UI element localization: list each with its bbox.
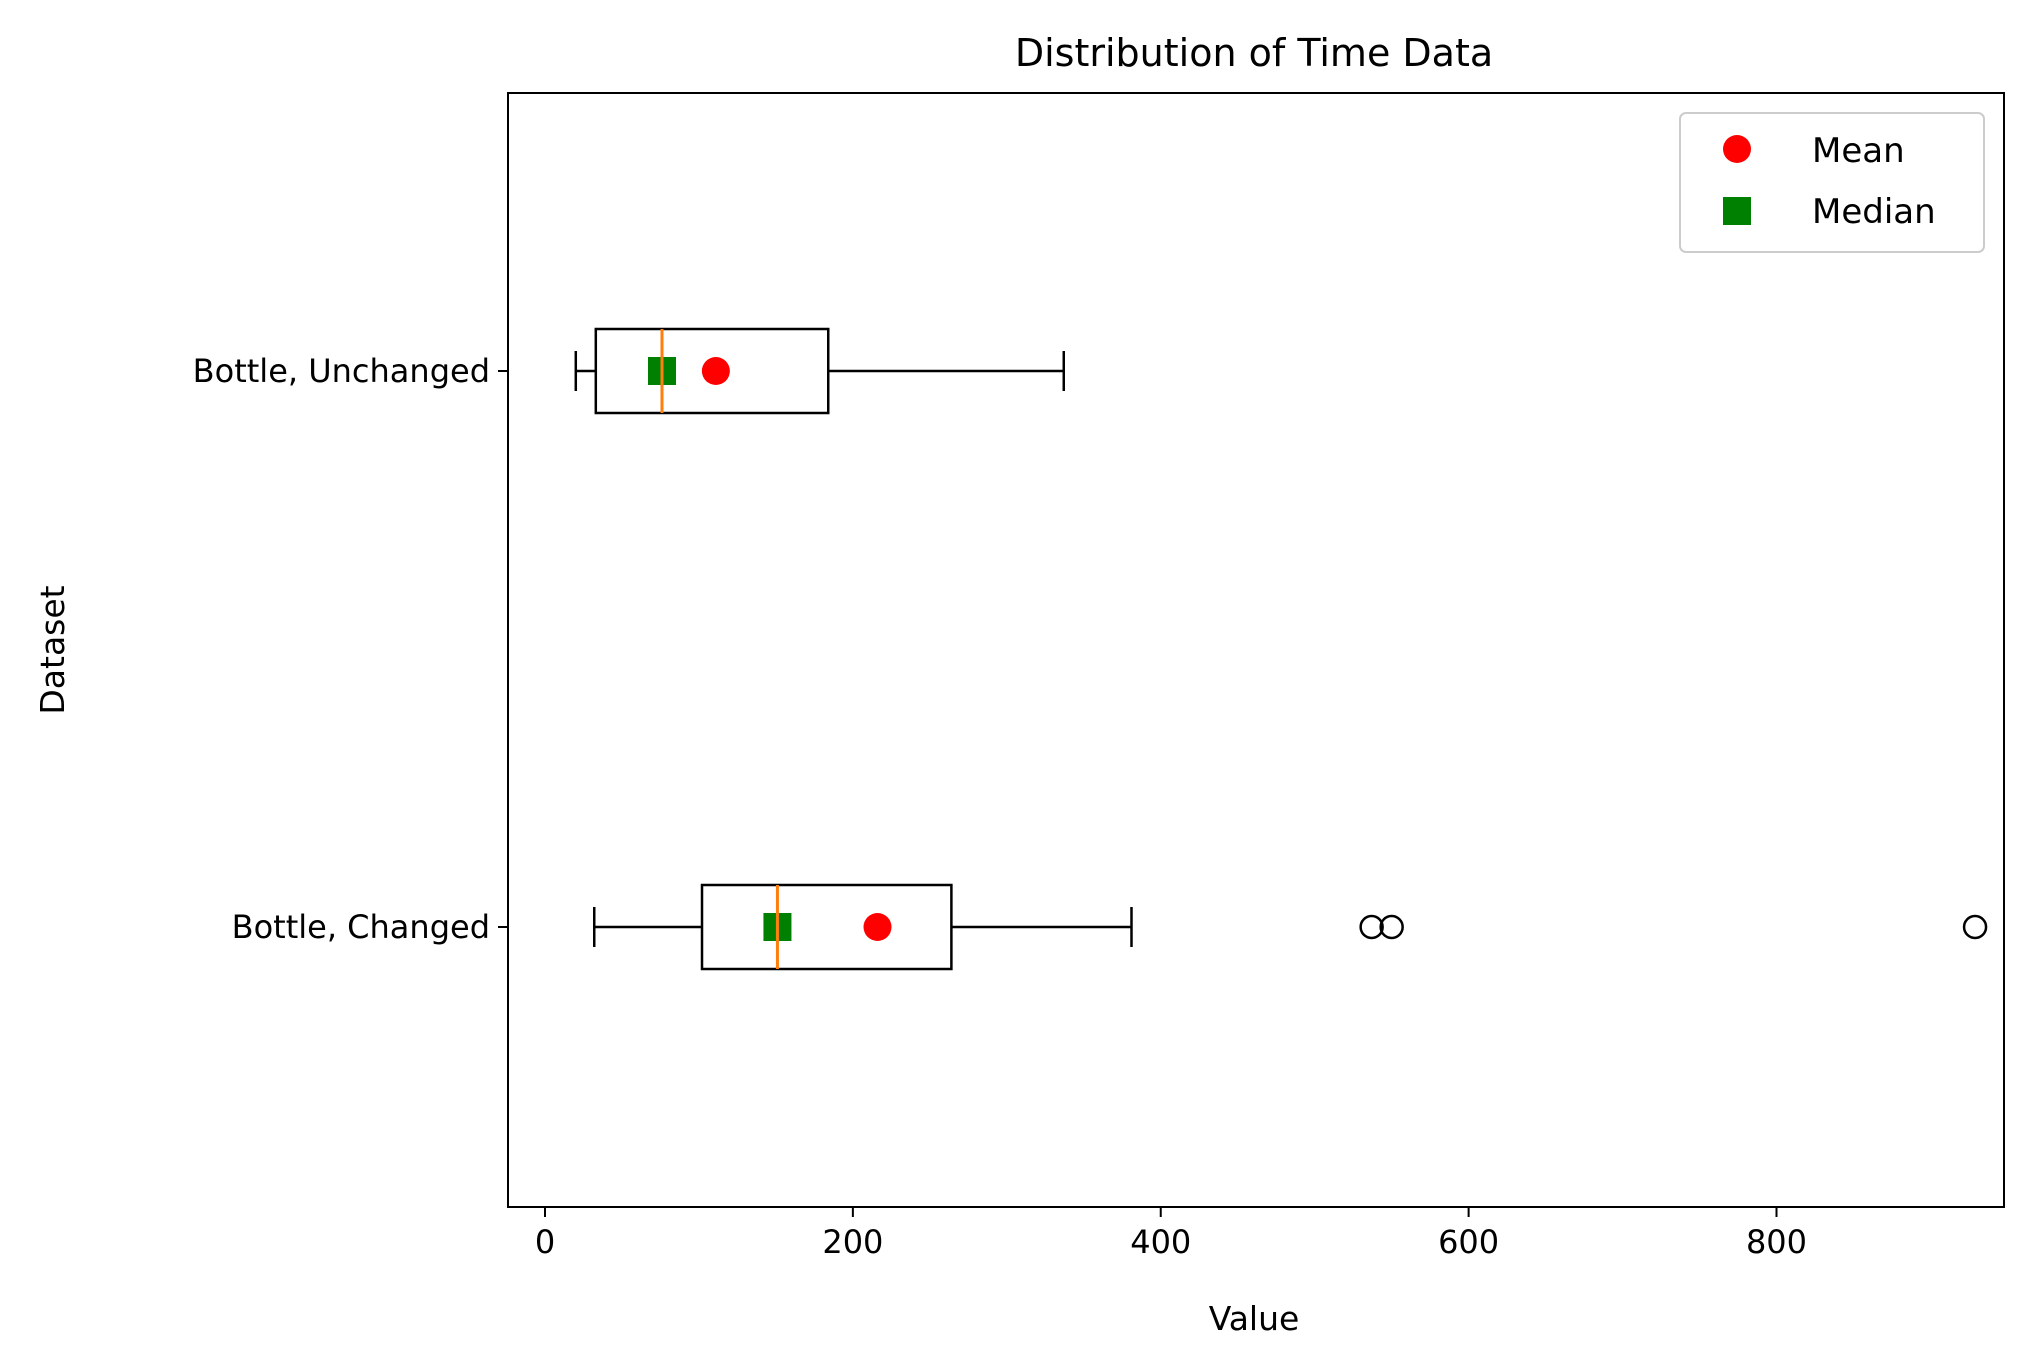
iqr-box — [700, 883, 953, 971]
x-tick-label: 400 — [1130, 1223, 1191, 1261]
outlier-point — [1379, 914, 1404, 940]
legend-frame — [1679, 112, 1985, 253]
legend-median-label: Median — [1812, 192, 1936, 232]
mean-marker — [863, 913, 892, 941]
box-group-1 — [574, 327, 1066, 415]
outlier-point — [1962, 914, 1988, 940]
legend-mean-label: Mean — [1812, 131, 1905, 171]
iqr-box — [594, 327, 830, 415]
y-axis-ticks: Bottle, Unchanged Bottle, Changed — [193, 352, 508, 946]
x-tick-label: 200 — [822, 1223, 883, 1261]
plot-area-frame — [507, 92, 2005, 1208]
x-axis-label: Value — [1209, 1299, 1300, 1338]
legend-median-marker — [1723, 197, 1751, 225]
chart-title: Distribution of Time Data — [1015, 31, 1493, 75]
x-tick-label: 600 — [1438, 1223, 1499, 1261]
x-tick-label: 800 — [1746, 1223, 1807, 1261]
x-tick-label: 0 — [535, 1223, 555, 1261]
outlier-point — [1359, 914, 1384, 940]
y-axis-label: Dataset — [33, 585, 72, 714]
legend: Mean Median — [1679, 112, 1985, 253]
mean-marker — [701, 357, 730, 385]
box-group-2 — [593, 883, 1988, 971]
y-tick-label: Bottle, Changed — [232, 908, 490, 946]
x-axis-ticks: 0 200 400 600 800 — [535, 1207, 1807, 1261]
legend-mean-marker — [1723, 135, 1751, 163]
y-tick-label: Bottle, Unchanged — [193, 352, 490, 390]
plot-marks — [574, 327, 1988, 971]
